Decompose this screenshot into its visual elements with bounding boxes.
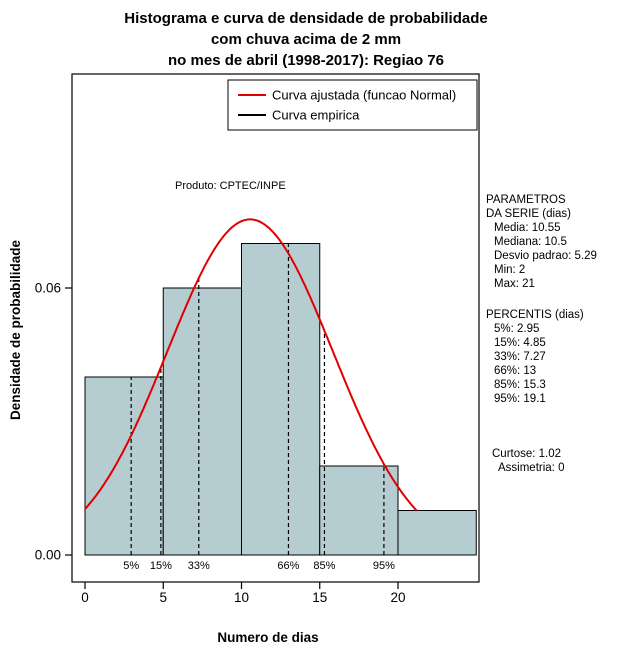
- percentil-5: 5%: 2.95: [494, 323, 540, 335]
- chart-title: Histograma e curva de densidade de proba…: [0, 8, 612, 71]
- percentil-95: 95%: 19.1: [494, 393, 546, 405]
- histogram-bar: [319, 465, 399, 556]
- fitted-normal-curve: [84, 218, 418, 512]
- histogram-bar: [397, 510, 477, 556]
- chart-title-line1: Histograma e curva de densidade de proba…: [124, 10, 488, 27]
- percentil-33: 33%: 7.27: [494, 351, 546, 363]
- statistics-panel: PARAMETROS DA SERIE (dias) Media: 10.55 …: [486, 193, 636, 475]
- y-tick-label: 0.06: [35, 281, 61, 296]
- x-tick-label: 15: [312, 590, 327, 605]
- legend-box: [227, 79, 478, 131]
- y-axis-ticks: 0.00 0.06: [35, 281, 72, 563]
- percentis-items: 5%: 2.95 15%: 4.85 33%: 7.27 66%: 13 85%…: [494, 322, 636, 406]
- legend: Curva ajustada (funcao Normal) Curva emp…: [227, 79, 478, 131]
- histogram-bar: [241, 243, 321, 556]
- legend-label-empirical: Curva empirica: [272, 108, 360, 123]
- x-tick-label: 10: [234, 590, 249, 605]
- histogram-bars: [84, 243, 477, 556]
- stat-assimetria: Assimetria: 0: [498, 462, 565, 474]
- x-axis-label: Numero de dias: [217, 630, 318, 645]
- chart-title-line3: no mes de abril (1998-2017): Regiao 76: [168, 52, 444, 69]
- stat-media: Media: 10.55: [494, 222, 561, 234]
- histogram-bar: [162, 287, 242, 556]
- normal-curve-path: [84, 218, 418, 512]
- percentil-85: 85%: 15.3: [494, 379, 546, 391]
- stat-mediana: Mediana: 10.5: [494, 236, 567, 248]
- x-axis-ticks: 0 5 10 15 20: [81, 582, 406, 605]
- percentile-label: 5%: [123, 560, 139, 572]
- product-annotation: Produto: CPTEC/INPE: [175, 180, 286, 192]
- y-tick-label: 0.00: [35, 548, 61, 563]
- stat-desvio-padrao: Desvio padrao: 5.29: [494, 250, 597, 262]
- stat-min: Min: 2: [494, 264, 526, 276]
- stat-curtose: Curtose: 1.02: [492, 448, 562, 460]
- percentile-label: 95%: [373, 560, 395, 572]
- stat-max: Max: 21: [494, 278, 535, 290]
- parametros-heading: PARAMETROS DA SERIE (dias): [486, 193, 636, 221]
- x-tick-label: 0: [81, 590, 89, 605]
- percentile-label: 15%: [150, 560, 172, 572]
- percentil-15: 15%: 4.85: [494, 337, 546, 349]
- percentile-label: 85%: [313, 560, 335, 572]
- plot-border: [71, 73, 480, 583]
- x-tick-label: 20: [390, 590, 405, 605]
- histogram-bar: [84, 376, 164, 556]
- percentis-heading: PERCENTIS (dias): [486, 309, 584, 321]
- legend-label-fitted: Curva ajustada (funcao Normal): [272, 88, 456, 103]
- percentil-66: 66%: 13: [494, 365, 537, 377]
- y-axis-label: Densidade de probabilidade: [8, 239, 23, 420]
- percentile-label: 66%: [277, 560, 299, 572]
- percentile-lines: 5% 15% 33% 66% 85% 95%: [123, 243, 395, 572]
- chart-title-line2: com chuva acima de 2 mm: [210, 31, 402, 48]
- parametros-items: Media: 10.55 Mediana: 10.5 Desvio padrao…: [494, 221, 636, 291]
- percentile-label: 33%: [188, 560, 210, 572]
- parametros-heading-line1: PARAMETROS: [486, 194, 566, 206]
- x-tick-label: 5: [159, 590, 167, 605]
- parametros-heading-line2: DA SERIE (dias): [486, 208, 571, 220]
